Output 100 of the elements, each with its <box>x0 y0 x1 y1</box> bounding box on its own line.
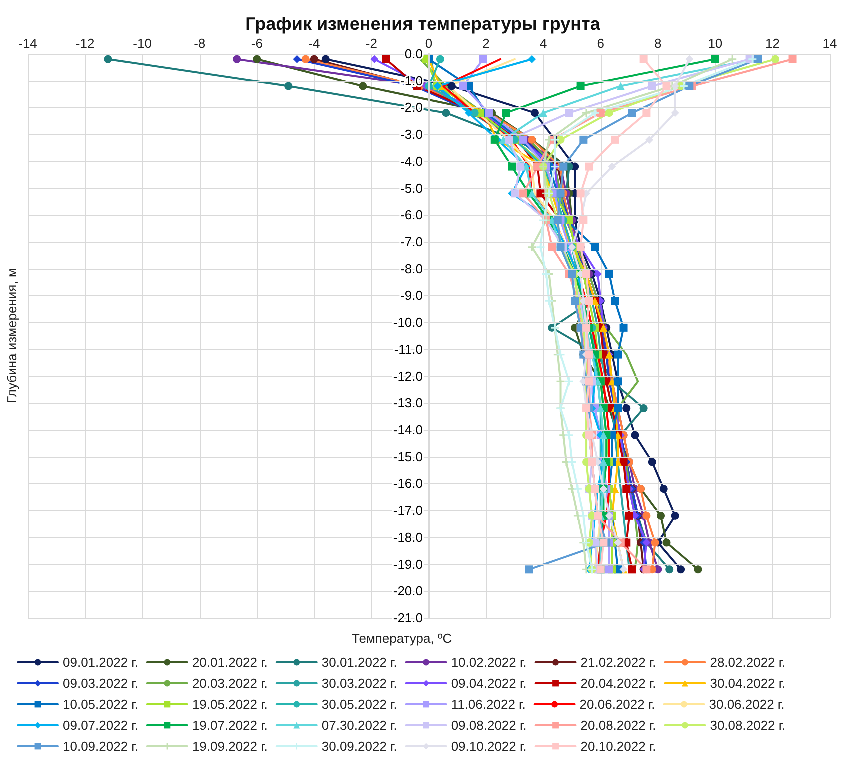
point <box>671 109 680 118</box>
point <box>671 512 680 520</box>
point <box>788 55 797 64</box>
point <box>508 162 516 171</box>
point <box>359 82 368 90</box>
point <box>505 136 514 144</box>
y-tick-label: -17.0 <box>393 503 423 518</box>
point <box>596 109 605 118</box>
x-tick-label: 14 <box>822 36 838 51</box>
y-tick-label: -11.0 <box>394 342 423 357</box>
y-tick-label: -14.0 <box>393 422 423 438</box>
legend-label: 19.07.2022 г. <box>192 718 268 733</box>
point <box>640 55 648 64</box>
legend-label: 20.10.2022 г. <box>580 739 656 754</box>
point <box>600 538 608 547</box>
x-tick-label: 6 <box>597 36 604 51</box>
legend-label: 21.02.2022 г. <box>580 655 656 670</box>
y-tick-label: -19.0 <box>393 556 423 572</box>
point <box>611 297 620 306</box>
x-tick-label: 8 <box>654 36 662 51</box>
x-tick-label: 12 <box>765 36 780 51</box>
point <box>611 136 620 144</box>
point <box>631 431 640 440</box>
y-tick-label: -4.0 <box>400 154 423 169</box>
y-tick-label: -16.0 <box>393 476 423 492</box>
legend-label: 10.02.2022 г. <box>451 655 527 670</box>
point <box>580 216 588 225</box>
point <box>648 82 656 90</box>
point <box>516 162 525 171</box>
legend-label: 09.08.2022 г. <box>451 718 527 733</box>
point <box>651 538 660 547</box>
legend-label: 20.08.2022 г. <box>580 718 656 733</box>
x-tick-label: 4 <box>540 36 548 51</box>
point <box>772 55 780 64</box>
point <box>605 270 614 278</box>
point <box>284 82 293 90</box>
legend-label: 30.09.2022 г. <box>322 739 398 754</box>
point <box>442 109 450 118</box>
legend-label: 30.05.2022 г. <box>322 697 398 712</box>
point <box>502 109 510 118</box>
point <box>582 109 591 118</box>
point <box>640 404 648 413</box>
point <box>556 136 565 144</box>
legend-label: 20.03.2022 г. <box>192 676 268 691</box>
x-tick-label: -2 <box>366 36 378 51</box>
legend-label: 09.07.2022 г. <box>63 718 138 733</box>
point <box>642 512 651 520</box>
point <box>626 512 634 520</box>
point <box>614 350 622 359</box>
y-tick-label: -21.0 <box>393 610 423 626</box>
point <box>528 190 536 198</box>
point <box>465 109 474 118</box>
x-tick-label: -14 <box>18 36 38 51</box>
legend-label: 20.04.2022 г. <box>580 676 656 691</box>
legend-label: 30.03.2022 г. <box>322 676 398 691</box>
legend-label: 30.04.2022 г. <box>710 676 786 691</box>
legend-label: 09.01.2022 г. <box>63 655 138 670</box>
point <box>605 566 614 574</box>
point <box>520 190 528 198</box>
point <box>622 485 631 494</box>
y-tick-label: -7.0 <box>400 234 423 250</box>
x-tick-label: -12 <box>76 36 95 51</box>
y-tick-label: -13.0 <box>393 396 423 411</box>
point <box>620 324 628 332</box>
point <box>591 243 600 252</box>
point <box>560 162 568 171</box>
point <box>662 538 671 547</box>
legend-label: 30.06.2022 г. <box>709 697 785 712</box>
point <box>233 55 242 64</box>
legend-label: 09.10.2022 г. <box>451 739 527 754</box>
point <box>605 109 614 118</box>
legend-label: 20.06.2022 г. <box>580 697 656 712</box>
point <box>648 458 656 466</box>
chart-title: График изменения температуры грунта <box>246 14 602 34</box>
y-tick-label: -15.0 <box>393 449 423 464</box>
point <box>711 55 720 64</box>
point <box>622 404 631 413</box>
point <box>576 190 585 198</box>
point <box>660 485 668 494</box>
legend-label: 11.06.2022 г. <box>451 697 526 712</box>
x-tick-label: -8 <box>194 36 206 51</box>
legend-label: 19.05.2022 г. <box>192 697 268 712</box>
point <box>310 55 318 64</box>
point <box>666 566 674 574</box>
point <box>571 297 580 306</box>
point <box>585 162 594 171</box>
legend-label: 30.08.2022 г. <box>710 718 786 733</box>
y-tick-label: -10.0 <box>393 315 423 330</box>
y-axis-title: Глубина измерения, м <box>4 268 20 404</box>
legend-label: 09.03.2022 г. <box>63 676 138 691</box>
legend-label: 09.04.2022 г. <box>451 676 527 691</box>
point <box>540 109 548 118</box>
legend-label: 10.05.2022 г. <box>63 697 138 712</box>
point <box>628 566 636 574</box>
point <box>448 82 456 90</box>
x-tick-label: -10 <box>133 36 152 51</box>
point <box>322 55 330 64</box>
y-tick-label: 0.0 <box>404 46 423 62</box>
x-tick-label: 10 <box>708 36 723 51</box>
point <box>459 82 468 90</box>
